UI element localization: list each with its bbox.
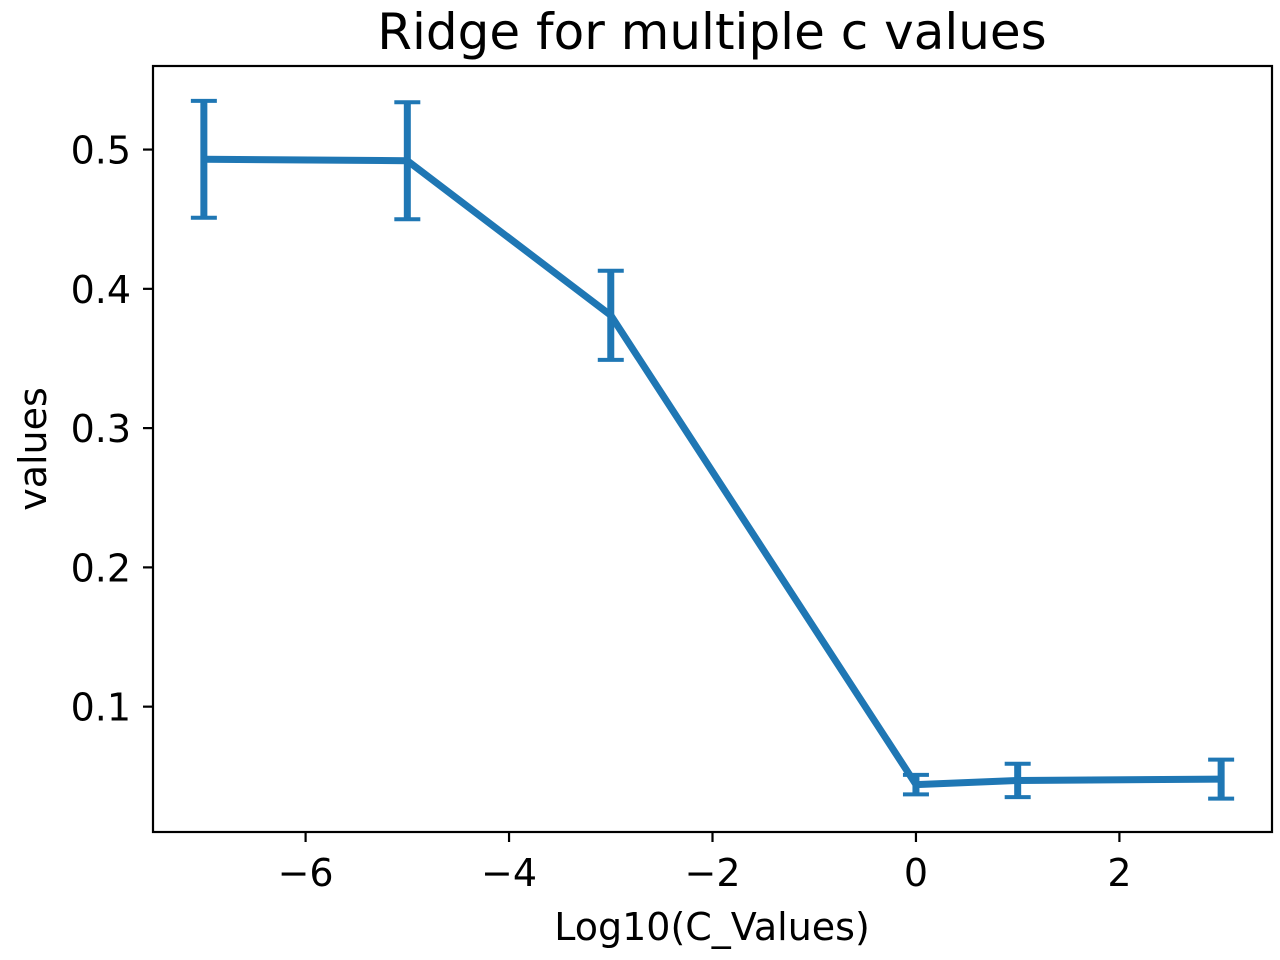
plot-area bbox=[151, 64, 1274, 834]
error-bar bbox=[1208, 757, 1235, 801]
y-axis-ticks: 0.1 0.2 0.3 0.4 0.5 bbox=[71, 129, 153, 730]
x-tick-label: 2 bbox=[1107, 851, 1131, 895]
x-tick-label: 0 bbox=[904, 851, 928, 895]
series-layer bbox=[190, 98, 1235, 801]
y-tick-label: 0.1 bbox=[71, 686, 131, 730]
chart-title: Ridge for multiple c values bbox=[377, 3, 1046, 61]
y-tick-label: 0.5 bbox=[71, 129, 131, 173]
error-bar bbox=[190, 98, 217, 220]
x-tick-label: −4 bbox=[481, 851, 537, 895]
x-tick-label: −6 bbox=[278, 851, 334, 895]
y-axis-label: values bbox=[11, 387, 55, 511]
x-tick-label: −2 bbox=[684, 851, 740, 895]
y-tick-label: 0.4 bbox=[71, 268, 131, 312]
y-tick-label: 0.2 bbox=[71, 546, 131, 590]
series-line bbox=[203, 155, 1222, 789]
y-tick-label: 0.3 bbox=[71, 407, 131, 451]
x-axis-label: Log10(C_Values) bbox=[554, 905, 870, 949]
x-axis-ticks: −6 −4 −2 0 2 bbox=[278, 832, 1132, 895]
